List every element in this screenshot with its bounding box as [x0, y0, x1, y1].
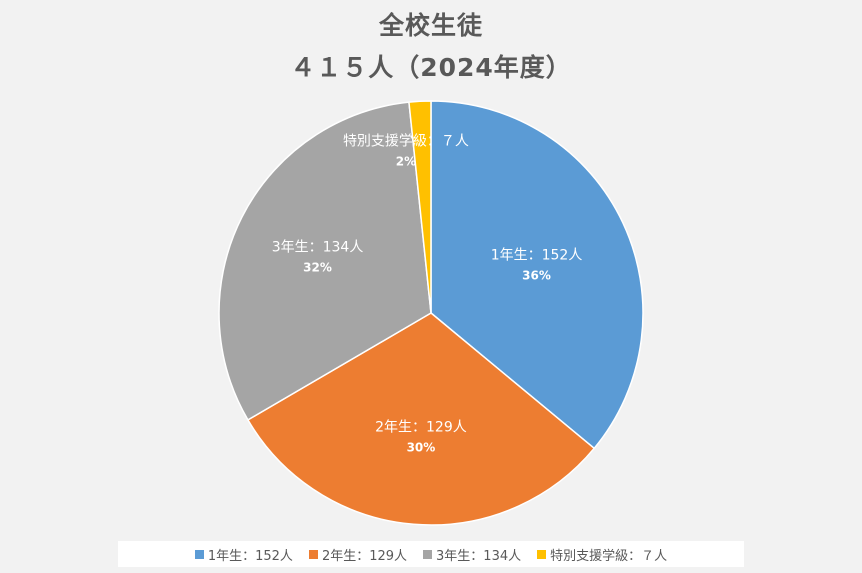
- legend-item-grade-2: 2年生：129人: [308, 545, 408, 564]
- legend-swatch: [194, 549, 204, 559]
- slice-label-grade-2: 2年生：129人: [375, 420, 467, 436]
- slice-label-special-support: 特別支援学級：７人: [343, 134, 469, 150]
- legend-label: 3年生：134人: [436, 548, 522, 564]
- legend-swatch: [308, 549, 318, 559]
- legend-swatch: [423, 549, 433, 559]
- pie-slices: [218, 100, 644, 526]
- pie-slice-grade-3: [218, 101, 432, 421]
- slice-label-grade-3: 3年生：134人: [272, 240, 364, 256]
- slice-label-grade-1: 1年生：152人: [491, 247, 583, 263]
- pie-slice-special-support: [408, 100, 432, 314]
- pie-labels: 1年生：152人 36% 2年生：129人 30% 3年生：134人 32% 特別支援学級：…: [272, 134, 583, 455]
- legend-label: 1年生：152人: [207, 548, 293, 564]
- slice-percent-special-support: 2%: [396, 155, 416, 169]
- chart-title: 全校生徒: [378, 11, 483, 40]
- pie-slice-grade-2: [246, 312, 596, 526]
- legend-swatch: [537, 549, 547, 559]
- slice-percent-grade-2: 30%: [407, 441, 436, 455]
- pie-slice-grade-1: [430, 100, 644, 450]
- legend-item-special-support: 特別支援学級：７人: [537, 545, 667, 564]
- slice-percent-grade-3: 32%: [303, 261, 332, 275]
- legend-label: 2年生：129人: [321, 548, 408, 564]
- legend-item-grade-3: 3年生：134人: [423, 545, 521, 564]
- legend: 1年生：152人 2年生：129人 3年生：134人 特別支援学級：７人: [118, 541, 744, 567]
- slice-percent-grade-1: 36%: [522, 268, 551, 282]
- legend-item-grade-1: 1年生：152人: [194, 545, 293, 564]
- legend-label: 特別支援学級：７人: [550, 548, 668, 564]
- chart-subtitle: ４１５人（2024年度）: [290, 53, 572, 82]
